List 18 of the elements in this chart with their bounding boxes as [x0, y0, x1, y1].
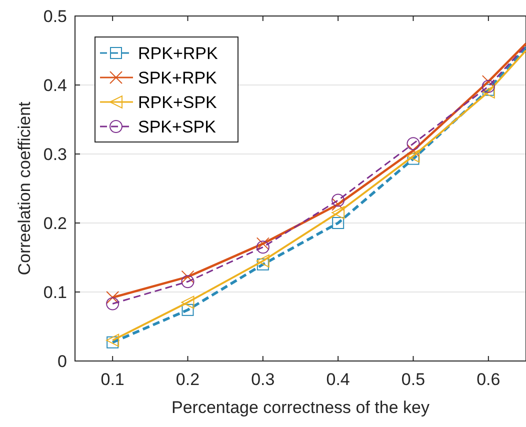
x-tick-label: 0.6	[476, 370, 500, 389]
y-tick-label: 0.4	[43, 76, 67, 95]
y-tick-label: 0.2	[43, 214, 67, 233]
legend-label: SPK+SPK	[138, 118, 217, 136]
y-tick-label: 0	[58, 352, 67, 371]
x-tick-label: 0.4	[326, 370, 350, 389]
x-tick-label: 0.3	[251, 370, 275, 389]
y-tick-label: 0.3	[43, 145, 67, 164]
legend-label: RPK+SPK	[138, 93, 218, 112]
legend-label: RPK+RPK	[138, 44, 218, 63]
x-tick-label: 0.1	[100, 370, 124, 389]
x-axis-title: Percentage correctness of the key	[172, 398, 430, 417]
y-tick-label: 0.1	[43, 283, 67, 302]
x-tick-label: 0.2	[176, 370, 200, 389]
y-axis-title: Correelation coefficient	[15, 101, 34, 276]
legend-label: SPK+RPK	[138, 68, 218, 88]
x-tick-label: 0.5	[401, 370, 426, 389]
y-tick-label: 0.5	[43, 7, 67, 26]
